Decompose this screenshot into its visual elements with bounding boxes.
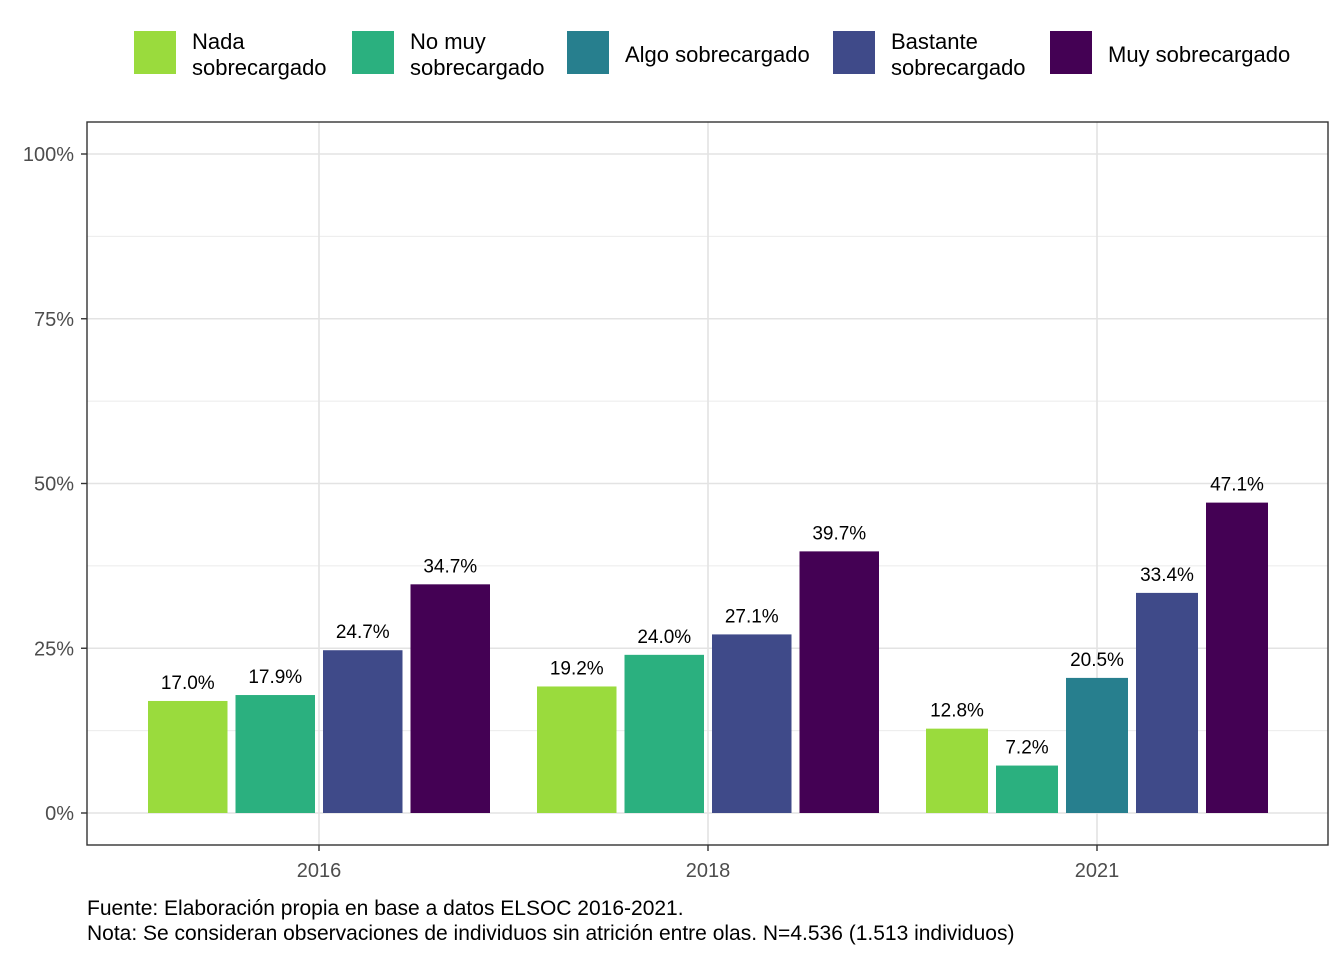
bar-no-muy-sobrecargado-2018 <box>624 654 704 813</box>
data-label-muy-sobrecargado-2018: 39.7% <box>812 523 866 544</box>
data-label-bastante-sobrecargado-2016: 24.7% <box>336 622 390 643</box>
legend-label-no-muy-sobrecargado: sobrecargado <box>410 55 545 80</box>
data-label-bastante-sobrecargado-2018: 27.1% <box>725 606 779 627</box>
caption-source: Fuente: Elaboración propia en base a dat… <box>87 897 684 920</box>
legend-label-bastante-sobrecargado: sobrecargado <box>891 55 1026 80</box>
bar-nada-sobrecargado-2018 <box>537 686 617 813</box>
bar-muy-sobrecargado-2018 <box>799 551 879 813</box>
data-label-nada-sobrecargado-2018: 19.2% <box>550 658 604 679</box>
y-tick-label: 25% <box>34 638 74 660</box>
legend-key-algo-sobrecargado <box>567 31 609 74</box>
bar-nada-sobrecargado-2021 <box>926 728 988 813</box>
data-label-muy-sobrecargado-2016: 34.7% <box>423 556 477 577</box>
legend-label-no-muy-sobrecargado: No muy <box>410 29 486 54</box>
data-label-bastante-sobrecargado-2021: 33.4% <box>1140 565 1194 586</box>
caption-note: Nota: Se consideran observaciones de ind… <box>87 922 1015 945</box>
x-tick-label: 2016 <box>297 860 342 882</box>
y-tick-label: 0% <box>45 803 74 825</box>
legend-key-muy-sobrecargado <box>1050 31 1092 74</box>
legend-label-algo-sobrecargado: Algo sobrecargado <box>625 42 810 67</box>
bar-no-muy-sobrecargado-2021 <box>996 765 1058 813</box>
bar-bastante-sobrecargado-2018 <box>712 634 792 813</box>
legend-label-muy-sobrecargado: Muy sobrecargado <box>1108 42 1290 67</box>
data-label-nada-sobrecargado-2016: 17.0% <box>161 673 215 694</box>
bar-bastante-sobrecargado-2021 <box>1136 592 1198 813</box>
y-axis: 0% 25% 50% 75% 100% <box>23 144 87 825</box>
data-label-algo-sobrecargado-2021: 20.5% <box>1070 650 1124 671</box>
bars <box>148 502 1268 813</box>
x-tick-label: 2021 <box>1075 860 1120 882</box>
data-label-nada-sobrecargado-2021: 12.8% <box>930 701 984 722</box>
legend-label-bastante-sobrecargado: Bastante <box>891 29 978 54</box>
data-label-muy-sobrecargado-2021: 47.1% <box>1210 475 1264 496</box>
y-tick-label: 75% <box>34 309 74 331</box>
x-axis: 2016 2018 2021 <box>297 845 1120 882</box>
data-label-no-muy-sobrecargado-2016: 17.9% <box>248 667 302 688</box>
bar-bastante-sobrecargado-2016 <box>323 650 403 813</box>
legend-key-nada-sobrecargado <box>134 31 176 74</box>
data-label-no-muy-sobrecargado-2018: 24.0% <box>637 627 691 648</box>
y-tick-label: 100% <box>23 144 74 166</box>
bar-muy-sobrecargado-2016 <box>410 584 490 813</box>
bar-no-muy-sobrecargado-2016 <box>235 695 315 813</box>
bar-muy-sobrecargado-2021 <box>1206 502 1268 813</box>
legend-key-bastante-sobrecargado <box>833 31 875 74</box>
bar-nada-sobrecargado-2016 <box>148 700 228 813</box>
data-label-no-muy-sobrecargado-2021: 7.2% <box>1005 738 1048 759</box>
data-labels: 17.0% 17.9% 24.7% 34.7% 19.2% 24.0% 27.1% 39.7%… <box>161 475 1264 759</box>
legend-key-no-muy-sobrecargado <box>352 31 394 74</box>
legend-label-nada-sobrecargado: Nada <box>192 29 245 54</box>
bar-algo-sobrecargado-2021 <box>1066 677 1128 813</box>
grid-lines <box>87 122 1328 845</box>
legend-label-nada-sobrecargado: sobrecargado <box>192 55 327 80</box>
y-tick-label: 50% <box>34 474 74 496</box>
x-tick-label: 2018 <box>686 860 731 882</box>
